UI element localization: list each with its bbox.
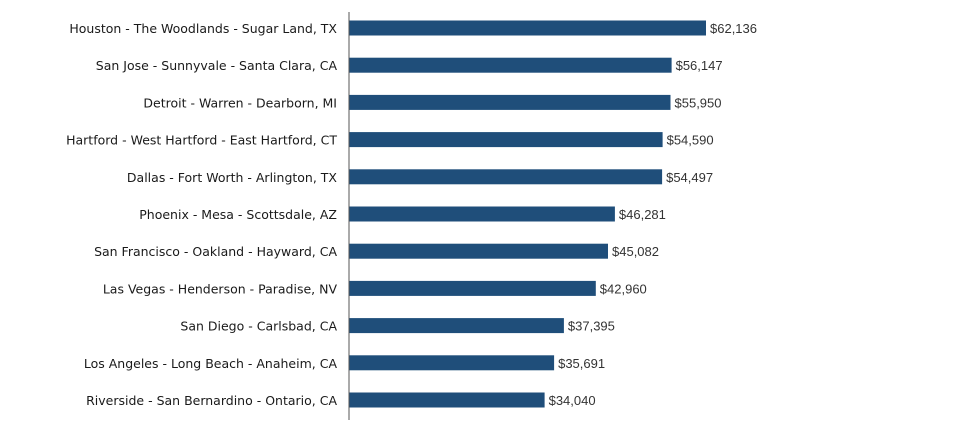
- bar: [349, 243, 608, 259]
- bar: [349, 392, 545, 408]
- value-label: $56,147: [676, 58, 723, 73]
- value-label: $54,497: [666, 170, 713, 185]
- value-label: $42,960: [600, 281, 647, 296]
- category-label: San Diego - Carlsbad, CA: [180, 319, 337, 334]
- category-label: Detroit - Warren - Dearborn, MI: [143, 95, 337, 110]
- value-label: $62,136: [710, 21, 757, 36]
- category-label: San Jose - Sunnyvale - Santa Clara, CA: [96, 58, 338, 73]
- category-label: Riverside - San Bernardino - Ontario, CA: [86, 393, 337, 408]
- bar: [349, 280, 596, 296]
- bar: [349, 94, 671, 110]
- category-label: Phoenix - Mesa - Scottsdale, AZ: [139, 207, 337, 222]
- bars-group: [349, 20, 706, 408]
- bar: [349, 57, 672, 73]
- category-label: Las Vegas - Henderson - Paradise, NV: [103, 281, 338, 296]
- value-label: $34,040: [549, 393, 596, 408]
- category-labels-group: Houston - The Woodlands - Sugar Land, TX…: [66, 21, 337, 408]
- value-label: $54,590: [667, 133, 714, 148]
- bar: [349, 355, 555, 371]
- category-label: San Francisco - Oakland - Hayward, CA: [94, 244, 337, 259]
- category-label: Houston - The Woodlands - Sugar Land, TX: [69, 21, 337, 36]
- value-label: $46,281: [619, 207, 666, 222]
- value-label: $35,691: [558, 356, 605, 371]
- category-label: Dallas - Fort Worth - Arlington, TX: [127, 170, 338, 185]
- value-label: $55,950: [675, 95, 722, 110]
- value-labels-group: $62,136 $56,147 $55,950 $54,590 $54,497 $46,2…: [549, 21, 757, 408]
- bar: [349, 318, 564, 334]
- value-label: $45,082: [612, 244, 659, 259]
- bar: [349, 206, 615, 222]
- category-label: Hartford - West Hartford - East Hartford…: [66, 133, 337, 148]
- bar: [349, 20, 706, 36]
- bar: [349, 132, 663, 148]
- value-label: $37,395: [568, 319, 615, 334]
- bar: [349, 169, 663, 185]
- category-label: Los Angeles - Long Beach - Anaheim, CA: [84, 356, 338, 371]
